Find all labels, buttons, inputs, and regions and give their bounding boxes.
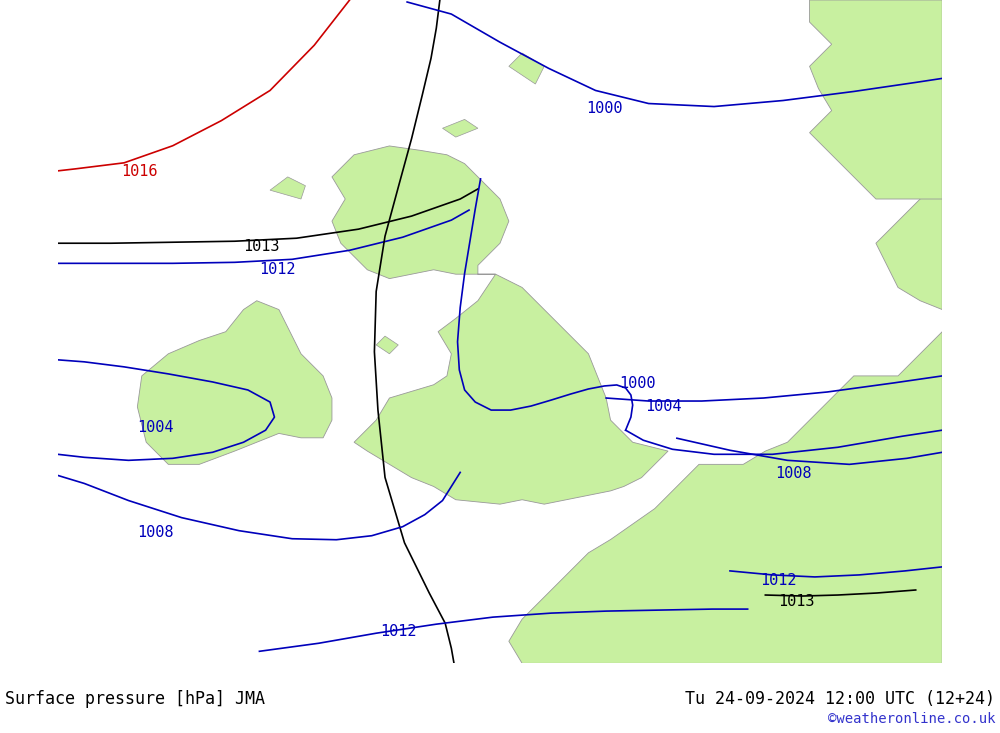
Text: 1013: 1013 — [778, 594, 815, 608]
Polygon shape — [509, 53, 544, 84]
Text: 1000: 1000 — [586, 101, 623, 116]
Text: ©weatheronline.co.uk: ©weatheronline.co.uk — [828, 712, 995, 726]
Text: 1012: 1012 — [259, 262, 295, 277]
Text: 1013: 1013 — [243, 239, 279, 254]
Text: Tu 24-09-2024 12:00 UTC (12+24): Tu 24-09-2024 12:00 UTC (12+24) — [685, 690, 995, 707]
Text: 1000: 1000 — [619, 377, 655, 391]
Polygon shape — [876, 185, 942, 309]
Text: 1008: 1008 — [137, 526, 173, 540]
Text: Surface pressure [hPa] JMA: Surface pressure [hPa] JMA — [5, 690, 265, 707]
Polygon shape — [376, 336, 398, 354]
Text: 1008: 1008 — [775, 466, 812, 481]
Text: 1016: 1016 — [121, 164, 157, 180]
Polygon shape — [443, 119, 478, 137]
Polygon shape — [137, 301, 332, 464]
Polygon shape — [810, 0, 942, 199]
Polygon shape — [332, 146, 509, 279]
Text: 1012: 1012 — [760, 573, 797, 589]
Text: 1004: 1004 — [137, 420, 173, 435]
Polygon shape — [270, 177, 305, 199]
Polygon shape — [354, 274, 668, 504]
Polygon shape — [509, 331, 942, 663]
Text: 1012: 1012 — [380, 624, 417, 638]
Text: 1004: 1004 — [645, 399, 682, 413]
